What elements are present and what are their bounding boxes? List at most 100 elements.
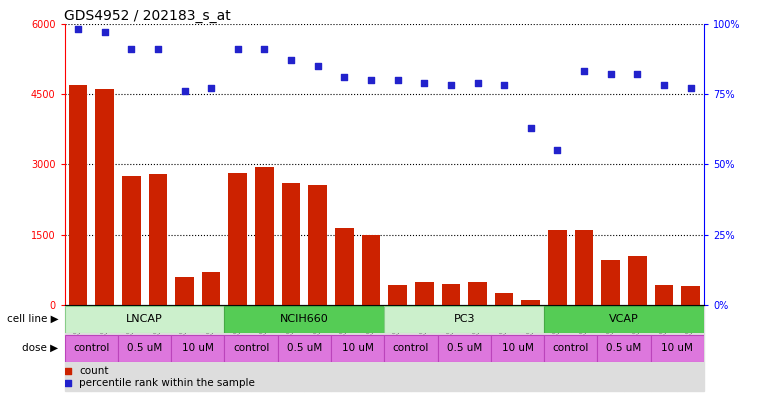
Bar bbox=[95, 89, 114, 305]
Bar bbox=[597, 334, 651, 362]
Point bbox=[498, 83, 510, 89]
Point bbox=[444, 83, 457, 89]
Bar bbox=[548, 230, 567, 305]
Bar bbox=[224, 305, 384, 333]
Bar bbox=[495, 293, 514, 305]
Bar bbox=[415, 281, 434, 305]
Bar bbox=[388, 285, 407, 305]
Bar bbox=[331, 305, 358, 391]
Bar bbox=[575, 230, 594, 305]
Bar bbox=[517, 305, 544, 391]
Point bbox=[62, 380, 74, 387]
Bar bbox=[118, 305, 145, 391]
Bar bbox=[202, 272, 221, 305]
Text: GDS4952 / 202183_s_at: GDS4952 / 202183_s_at bbox=[64, 9, 231, 22]
Bar bbox=[308, 185, 327, 305]
Bar bbox=[624, 305, 651, 391]
Text: cell line ▶: cell line ▶ bbox=[7, 314, 59, 324]
Bar bbox=[282, 183, 301, 305]
Bar bbox=[651, 334, 704, 362]
Point bbox=[62, 367, 74, 374]
Bar bbox=[118, 334, 171, 362]
Bar bbox=[571, 305, 597, 391]
Text: control: control bbox=[233, 343, 269, 353]
Text: PC3: PC3 bbox=[454, 314, 475, 324]
Bar bbox=[278, 334, 331, 362]
Bar bbox=[145, 305, 171, 391]
Bar bbox=[68, 84, 88, 305]
Text: 0.5 uM: 0.5 uM bbox=[607, 343, 642, 353]
Text: control: control bbox=[393, 343, 429, 353]
Text: 0.5 uM: 0.5 uM bbox=[127, 343, 162, 353]
Text: count: count bbox=[79, 365, 109, 376]
Point bbox=[338, 74, 350, 80]
Text: LNCAP: LNCAP bbox=[126, 314, 163, 324]
Bar bbox=[278, 305, 304, 391]
Bar bbox=[521, 300, 540, 305]
Text: 0.5 uM: 0.5 uM bbox=[447, 343, 482, 353]
Bar bbox=[491, 334, 544, 362]
Bar bbox=[304, 305, 331, 391]
Point bbox=[205, 85, 218, 92]
Point bbox=[524, 125, 537, 131]
Bar bbox=[438, 305, 464, 391]
Bar bbox=[331, 334, 384, 362]
Bar bbox=[464, 305, 491, 391]
Point bbox=[178, 88, 190, 94]
Bar bbox=[654, 285, 673, 305]
Text: 10 uM: 10 uM bbox=[501, 343, 533, 353]
Bar bbox=[681, 286, 700, 305]
Bar bbox=[384, 305, 544, 333]
Point bbox=[684, 85, 696, 92]
Text: 10 uM: 10 uM bbox=[342, 343, 374, 353]
Text: 10 uM: 10 uM bbox=[661, 343, 693, 353]
Bar bbox=[438, 334, 491, 362]
Point bbox=[125, 46, 137, 52]
Bar bbox=[255, 167, 274, 305]
Bar bbox=[441, 284, 460, 305]
Bar bbox=[228, 173, 247, 305]
Bar bbox=[601, 261, 620, 305]
Bar bbox=[91, 305, 118, 391]
Text: control: control bbox=[73, 343, 110, 353]
Bar bbox=[361, 235, 380, 305]
Bar bbox=[358, 305, 384, 391]
Bar bbox=[335, 228, 354, 305]
Point bbox=[419, 79, 431, 86]
Text: dose ▶: dose ▶ bbox=[23, 343, 59, 353]
Bar bbox=[148, 174, 167, 305]
Text: NCIH660: NCIH660 bbox=[280, 314, 329, 324]
Bar bbox=[65, 305, 91, 391]
Bar bbox=[251, 305, 278, 391]
Text: 10 uM: 10 uM bbox=[182, 343, 214, 353]
Bar bbox=[544, 305, 571, 391]
Point bbox=[98, 29, 111, 35]
Point bbox=[72, 26, 84, 32]
Bar bbox=[411, 305, 438, 391]
Bar bbox=[175, 277, 194, 305]
Point bbox=[604, 71, 616, 77]
Bar bbox=[628, 256, 647, 305]
Bar bbox=[468, 281, 487, 305]
Text: VCAP: VCAP bbox=[609, 314, 639, 324]
Point bbox=[365, 77, 377, 83]
Point bbox=[258, 46, 271, 52]
Bar bbox=[384, 334, 438, 362]
Point bbox=[391, 77, 403, 83]
Point bbox=[312, 62, 324, 69]
Bar bbox=[544, 334, 597, 362]
Point bbox=[578, 68, 590, 75]
Bar bbox=[224, 305, 251, 391]
Text: control: control bbox=[552, 343, 589, 353]
Bar bbox=[171, 305, 198, 391]
Bar bbox=[122, 176, 141, 305]
Bar bbox=[224, 334, 278, 362]
Bar bbox=[65, 334, 118, 362]
Bar bbox=[171, 334, 224, 362]
Bar bbox=[677, 305, 704, 391]
Point bbox=[658, 83, 670, 89]
Point bbox=[231, 46, 244, 52]
Text: percentile rank within the sample: percentile rank within the sample bbox=[79, 378, 255, 388]
Bar bbox=[651, 305, 677, 391]
Bar bbox=[384, 305, 411, 391]
